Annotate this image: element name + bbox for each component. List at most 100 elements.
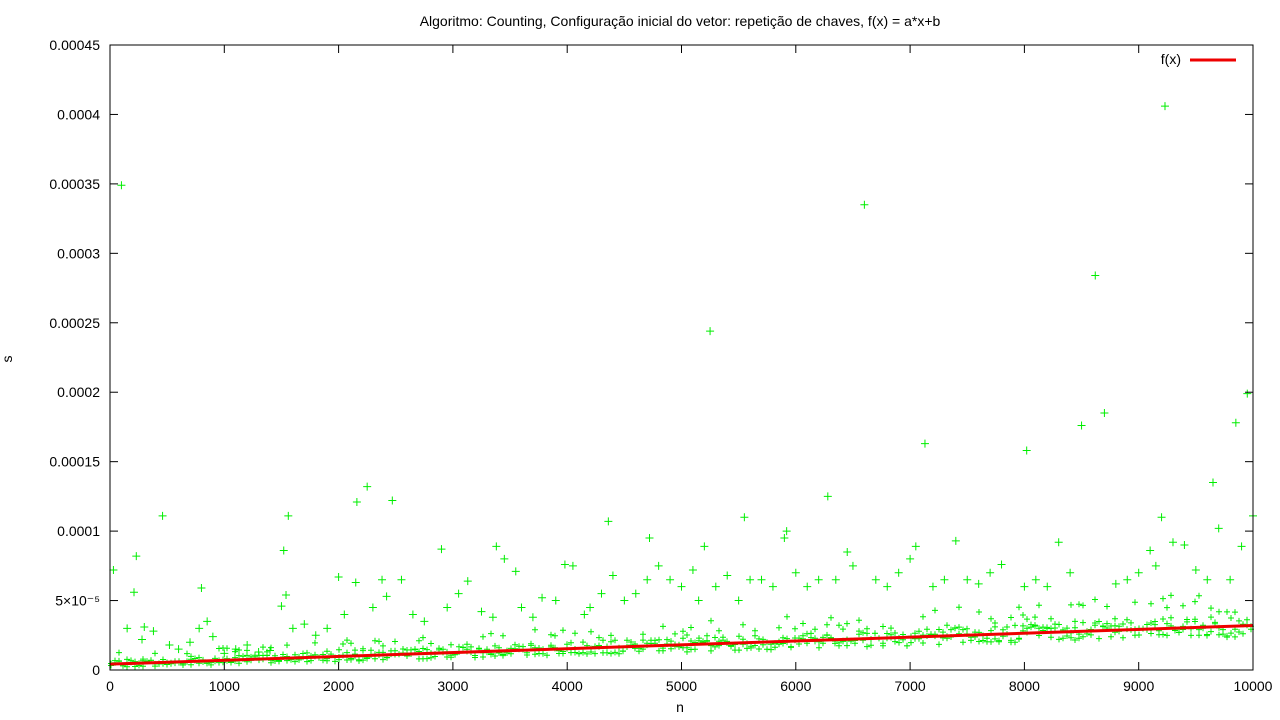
fit-line	[109, 624, 1254, 666]
x-tick-label: 7000	[895, 678, 926, 694]
data-point	[352, 497, 361, 506]
data-point	[568, 561, 577, 570]
data-point	[883, 582, 892, 591]
data-point	[511, 567, 520, 576]
data-point	[1243, 389, 1252, 398]
y-tick-label: 0.0003	[57, 245, 100, 261]
data-point	[1146, 546, 1155, 555]
data-point	[700, 542, 709, 551]
data-point	[1022, 446, 1031, 455]
data-point	[488, 613, 497, 622]
data-point	[277, 602, 286, 611]
data-point	[351, 578, 360, 587]
data-point	[132, 552, 141, 561]
data-point	[643, 575, 652, 584]
data-point	[1214, 524, 1223, 533]
data-point	[174, 645, 183, 654]
data-point	[300, 620, 309, 629]
data-point	[1180, 541, 1189, 549]
y-tick-label: 0.00015	[49, 454, 100, 470]
data-point	[706, 327, 715, 336]
data-point	[477, 607, 486, 616]
data-point	[940, 575, 949, 584]
data-point	[711, 582, 720, 591]
data-point	[208, 632, 217, 641]
data-point	[723, 571, 732, 580]
data-point	[906, 554, 915, 563]
data-point	[654, 561, 663, 570]
data-point	[1157, 513, 1166, 522]
data-point	[323, 624, 332, 633]
data-point	[1134, 568, 1143, 577]
data-point	[397, 575, 406, 584]
data-point	[928, 582, 937, 591]
data-point	[284, 511, 293, 520]
y-tick-label: 0.00035	[49, 176, 100, 192]
data-point	[803, 582, 812, 591]
data-point	[746, 575, 755, 584]
data-point	[388, 496, 397, 505]
y-tick-label: 0.00045	[49, 37, 100, 53]
data-point	[860, 200, 869, 209]
data-point	[334, 572, 343, 581]
data-point	[645, 534, 654, 543]
data-point	[408, 610, 417, 619]
data-point	[149, 627, 158, 636]
data-point	[1111, 579, 1120, 588]
data-point	[911, 542, 920, 551]
data-point	[1054, 538, 1063, 547]
data-point	[963, 575, 972, 584]
data-point	[363, 482, 372, 491]
data-point	[1160, 102, 1169, 111]
data-point	[1123, 575, 1132, 584]
data-point	[620, 596, 629, 605]
data-point	[608, 571, 617, 580]
data-point	[586, 603, 595, 612]
x-tick-label: 10000	[1234, 678, 1273, 694]
data-point	[894, 568, 903, 577]
data-point	[631, 589, 640, 598]
x-axis-label: n	[676, 699, 684, 715]
data-point	[814, 575, 823, 584]
data-point	[780, 534, 789, 543]
data-point	[195, 624, 204, 633]
data-point	[420, 617, 429, 626]
plot-frame	[109, 44, 1254, 671]
data-point	[560, 560, 569, 569]
data-point	[1208, 478, 1217, 487]
data-point	[158, 511, 167, 520]
data-point	[1231, 418, 1240, 427]
data-point	[688, 566, 697, 574]
data-point	[740, 513, 749, 522]
data-point	[517, 603, 526, 612]
data-point	[782, 527, 791, 536]
legend: f(x)	[1161, 51, 1236, 67]
data-point	[920, 439, 929, 448]
data-point	[1237, 542, 1246, 551]
data-point	[197, 584, 206, 593]
data-point	[831, 575, 840, 584]
data-point	[443, 603, 452, 612]
data-point	[986, 568, 995, 577]
x-tick-label: 1000	[209, 678, 240, 694]
x-tick-label: 4000	[552, 678, 583, 694]
x-tick-label: 9000	[1123, 678, 1154, 694]
data-point	[311, 631, 320, 640]
data-point	[694, 596, 703, 605]
data-point	[1203, 575, 1212, 584]
data-point	[1168, 538, 1177, 547]
data-point	[580, 610, 589, 619]
y-tick-label: 0.0001	[57, 523, 100, 539]
data-point	[220, 649, 229, 658]
data-point	[1077, 421, 1086, 430]
data-point	[500, 554, 509, 563]
data-point	[282, 591, 291, 599]
data-point	[997, 560, 1006, 569]
data-point	[677, 582, 686, 591]
data-point	[1091, 271, 1100, 280]
data-point	[1100, 409, 1109, 418]
data-point	[165, 641, 174, 649]
data-point	[768, 582, 777, 591]
data-point	[243, 641, 252, 649]
